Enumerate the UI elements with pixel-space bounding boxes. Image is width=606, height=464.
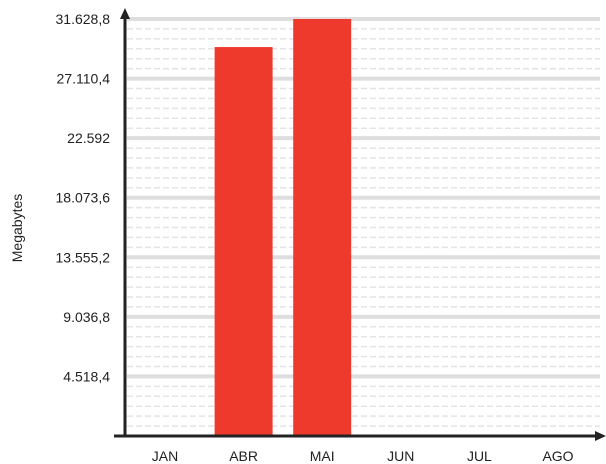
y-tick-label: 18.073,6 bbox=[56, 190, 111, 206]
y-tick-label: 4.518,4 bbox=[63, 368, 110, 384]
y-tick-label: 13.555,2 bbox=[56, 249, 111, 265]
x-tick-label-abr: ABR bbox=[229, 448, 258, 464]
y-tick-label: 9.036,8 bbox=[63, 309, 110, 325]
x-tick-label-jul: JUL bbox=[467, 448, 492, 464]
x-tick-label-ago: AGO bbox=[542, 448, 573, 464]
y-tick-label: 22.592 bbox=[67, 130, 110, 146]
y-axis-arrow-icon bbox=[120, 8, 130, 19]
y-axis-title: Megabytes bbox=[9, 194, 25, 262]
gridlines bbox=[127, 17, 600, 427]
x-axis-arrow-icon bbox=[595, 431, 606, 441]
axes bbox=[114, 8, 606, 441]
y-tick-label: 31.628,8 bbox=[56, 11, 111, 27]
x-tick-label-jun: JUN bbox=[387, 448, 414, 464]
bars bbox=[214, 19, 352, 436]
bar-abr bbox=[214, 47, 273, 436]
y-tick-labels: 4.518,4 9.036,8 13.555,2 18.073,6 22.592 27.1… bbox=[56, 11, 111, 384]
x-tick-label-jan: JAN bbox=[152, 448, 178, 464]
y-tick-label: 27.110,4 bbox=[57, 71, 111, 87]
x-tick-label-mai: MAI bbox=[310, 448, 335, 464]
bar-mai bbox=[293, 19, 352, 436]
x-tick-labels: JAN ABR MAI JUN JUL AGO bbox=[152, 448, 574, 464]
